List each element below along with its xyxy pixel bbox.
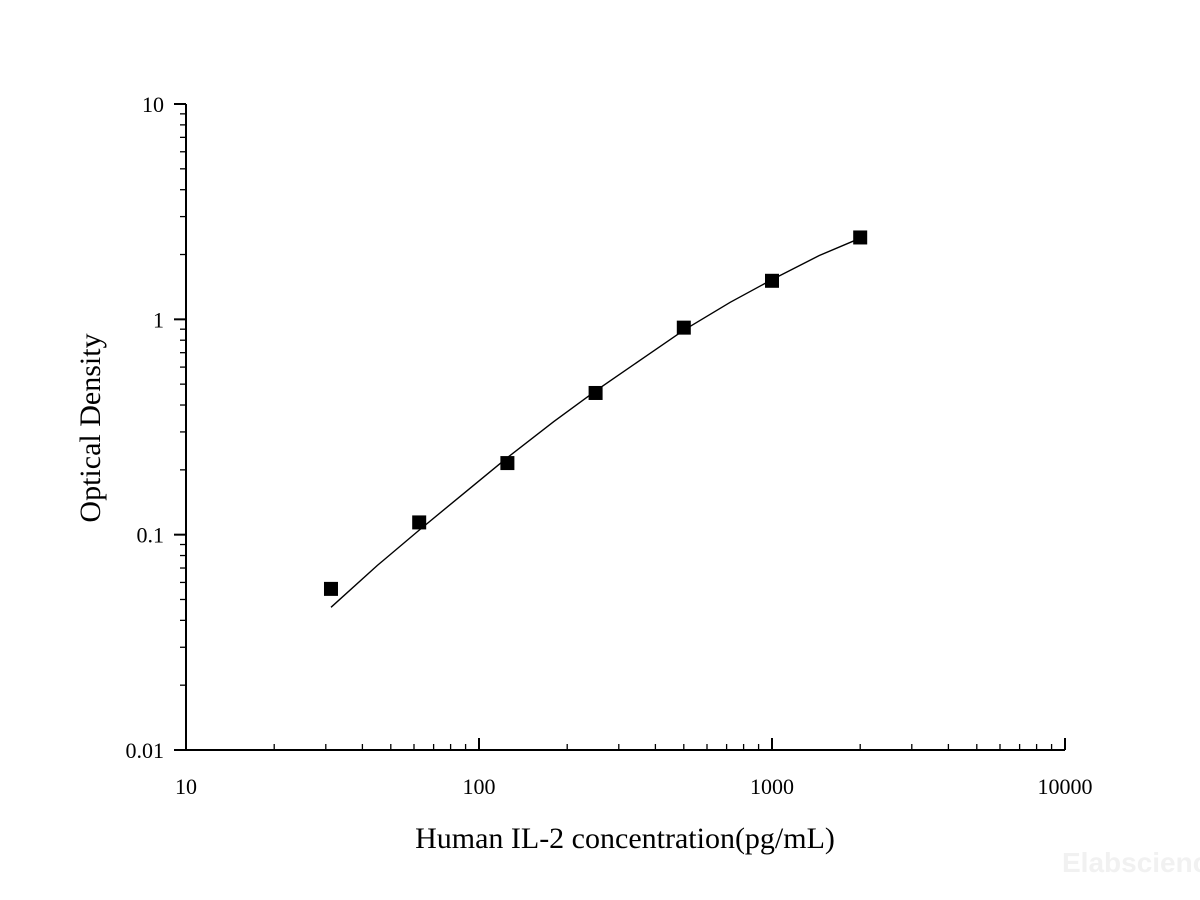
tick-labels: 10 100 1000 10000 0.01 0.1 1 10 bbox=[126, 92, 1093, 799]
y-tick-label: 10 bbox=[142, 92, 164, 117]
data-point bbox=[765, 273, 779, 288]
x-tick-label: 10 bbox=[175, 774, 197, 799]
y-axis-title: Optical Density bbox=[74, 333, 107, 522]
data-point bbox=[676, 320, 691, 335]
data-point bbox=[412, 515, 427, 530]
x-axis-title: Human IL-2 concentration(pg/mL) bbox=[415, 822, 835, 855]
axes bbox=[174, 103, 1066, 751]
watermark: Elabscience bbox=[1062, 847, 1200, 878]
fit-curve bbox=[330, 237, 861, 608]
y-tick-label: 0.01 bbox=[126, 738, 165, 763]
x-tick-label: 100 bbox=[463, 774, 496, 799]
data-point bbox=[588, 385, 603, 400]
y-tick-label: 1 bbox=[153, 307, 164, 332]
data-point bbox=[323, 581, 338, 596]
x-tick-label: 1000 bbox=[750, 774, 794, 799]
y-tick-label: 0.1 bbox=[137, 523, 165, 548]
x-tick-label: 10000 bbox=[1038, 774, 1093, 799]
data-point bbox=[853, 230, 868, 245]
data-points bbox=[323, 230, 868, 596]
fit-curve-group bbox=[330, 237, 861, 608]
data-point bbox=[500, 456, 515, 471]
